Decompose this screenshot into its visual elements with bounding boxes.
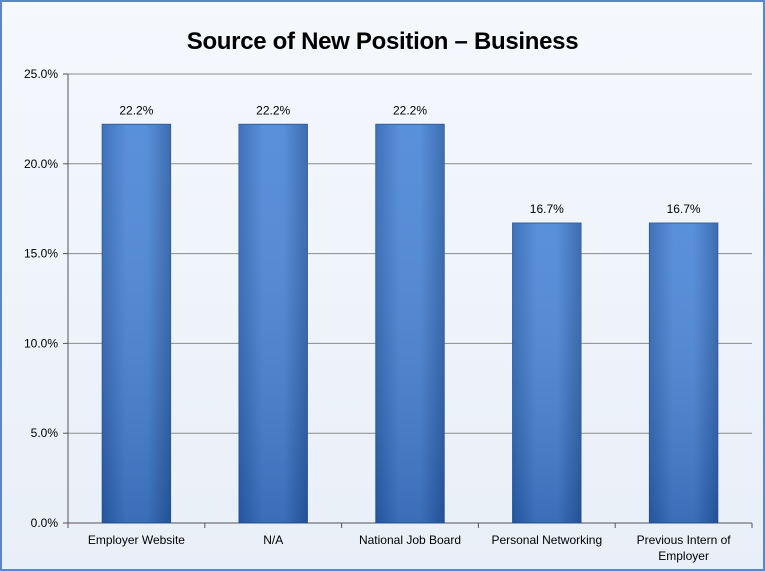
data-label: 16.7% bbox=[530, 202, 564, 216]
bar-shade bbox=[512, 223, 581, 523]
x-category-label: National Job Board bbox=[359, 533, 461, 547]
x-category-label: Employer bbox=[658, 549, 709, 563]
x-category-label: Employer Website bbox=[88, 533, 185, 547]
data-label: 22.2% bbox=[393, 103, 427, 117]
y-tick-label: 0.0% bbox=[31, 516, 59, 530]
y-tick-label: 15.0% bbox=[24, 247, 58, 261]
y-tick-label: 10.0% bbox=[24, 336, 58, 350]
chart-title: Source of New Position – Business bbox=[186, 28, 579, 55]
bar-shade bbox=[649, 223, 718, 523]
data-label: 22.2% bbox=[119, 103, 153, 117]
bar-shade bbox=[239, 124, 308, 524]
bar-shade bbox=[102, 124, 171, 524]
x-category-label: Previous Intern of bbox=[637, 533, 732, 547]
y-tick-label: 25.0% bbox=[24, 67, 58, 81]
y-tick-label: 20.0% bbox=[24, 157, 58, 171]
data-label: 22.2% bbox=[256, 103, 290, 117]
bar-shade bbox=[375, 124, 445, 524]
data-label: 16.7% bbox=[667, 202, 701, 216]
y-tick-label: 5.0% bbox=[31, 426, 59, 440]
x-category-label: N/A bbox=[263, 533, 283, 547]
x-category-label: Personal Networking bbox=[491, 533, 602, 547]
